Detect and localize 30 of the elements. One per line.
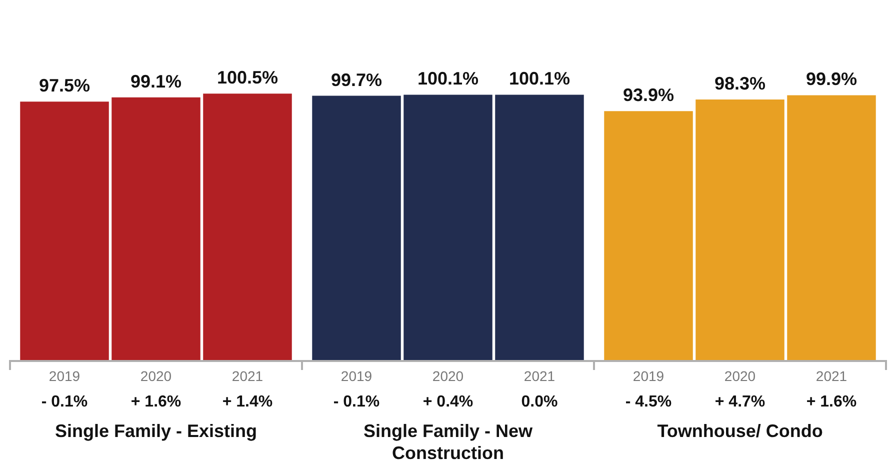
series-label: 2021 (232, 368, 264, 384)
data-label: 99.1% (130, 71, 182, 92)
text: 0.0% (521, 393, 558, 410)
data-label: 93.9% (622, 85, 674, 106)
text: + 4.7% (714, 393, 766, 410)
x-tick-label: Single Family - Existing (54, 420, 258, 441)
text: + 0.4% (422, 393, 474, 410)
text: + 1.4% (222, 393, 273, 410)
x-tick-label: Townhouse/ Condo (657, 420, 823, 441)
data-label: 99.9% (806, 69, 858, 90)
series-label: 2019 (48, 368, 80, 384)
data-label: 97.5% (38, 76, 90, 96)
text: - 0.1% (333, 393, 380, 410)
text: + 1.6% (130, 393, 182, 410)
text: 2021 (816, 368, 848, 384)
text: - 0.1% (41, 393, 88, 410)
data-label: 100.5% (216, 68, 278, 88)
data-label: 99.7% (330, 70, 382, 90)
series-label: 2020 (140, 368, 172, 384)
data-label: 98.3% (714, 73, 766, 94)
text: 2020 (724, 368, 756, 384)
text: + 1.6% (806, 393, 857, 410)
text: 2021 (524, 368, 556, 384)
text: 2019 (340, 368, 372, 384)
data-label: 100.1% (417, 68, 479, 89)
data-label: 100.1% (508, 68, 570, 89)
x-tick-label: Single Family - New Construction (363, 420, 534, 463)
text: - 4.5% (625, 393, 672, 410)
text: 2020 (432, 368, 464, 384)
text: 2019 (632, 368, 664, 384)
